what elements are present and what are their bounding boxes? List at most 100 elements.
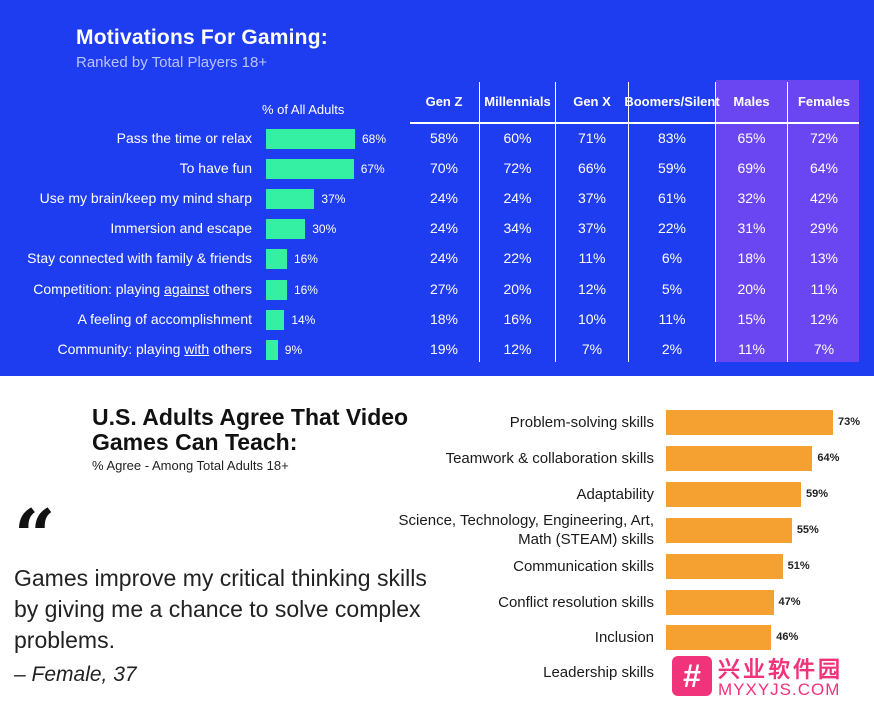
row-label: Competition: playing against others (33, 280, 252, 297)
column-header: Gen Z (425, 94, 463, 109)
table-cell: 15% (737, 310, 766, 327)
table-cell: 22% (657, 220, 687, 237)
row-label: Stay connected with family & friends (27, 250, 252, 267)
teach-chart-subtitle: % Agree - Among Total Adults 18+ (92, 458, 289, 473)
table-cell: 20% (503, 280, 532, 297)
teach-chart-title: U.S. Adults Agree That Video Games Can T… (92, 404, 409, 455)
all-adults-value: 9% (284, 342, 303, 357)
chart-title: Motivations For Gaming: (76, 26, 328, 49)
table-cell: 83% (657, 130, 687, 146)
watermark-cn-text: 兴业软件园 (718, 657, 844, 682)
column-divider (628, 82, 629, 362)
column-divider (787, 82, 788, 362)
all-adults-bar (266, 279, 287, 300)
skill-value: 51% (787, 560, 810, 572)
all-adults-bar (266, 129, 355, 149)
table-cell: 65% (737, 130, 766, 146)
column-header: Millennials (484, 94, 551, 109)
table-cell: 13% (809, 250, 839, 267)
all-adults-bar (266, 309, 285, 330)
all-adults-value: 16% (293, 282, 318, 297)
skill-bar (666, 518, 792, 543)
table-cell: 11% (738, 340, 765, 357)
table-cell: 12% (577, 280, 607, 297)
table-cell: 37% (577, 190, 607, 207)
skill-bar (666, 482, 801, 507)
skill-label: Conflict resolution skills (498, 593, 654, 611)
skill-value: 59% (805, 488, 828, 500)
row-label: Immersion and escape (110, 220, 252, 237)
table-cell: 7% (813, 340, 835, 357)
skill-value: 47% (778, 596, 801, 608)
table-cell: 32% (737, 190, 766, 207)
watermark-en-text: MYXYJS.COM (718, 680, 841, 699)
table-cell: 42% (809, 190, 839, 207)
row-label: A feeling of accomplishment (77, 310, 252, 327)
all-adults-value: 68% (362, 132, 387, 146)
quote-mark-icon: “ (14, 493, 56, 578)
column-header: Males (733, 94, 770, 109)
column-header: Gen X (573, 94, 611, 109)
row-label: Community: playing with others (57, 340, 252, 357)
table-cell: 27% (429, 280, 459, 297)
table-cell: 20% (737, 280, 766, 297)
skill-bar (666, 590, 774, 615)
table-cell: 66% (577, 160, 607, 177)
table-cell: 22% (503, 250, 532, 267)
all-adults-bar (266, 339, 278, 360)
table-cell: 5% (661, 280, 683, 297)
table-cell: 34% (503, 220, 532, 237)
column-header: Females (797, 94, 851, 109)
row-label: Pass the time or relax (116, 130, 252, 146)
skill-label: Leadership skills (543, 663, 654, 681)
table-cell: 72% (503, 160, 532, 177)
table-cell: 29% (809, 220, 839, 237)
table-cell: 24% (429, 220, 459, 237)
table-cell: 37% (577, 220, 607, 237)
all-adults-bar (266, 189, 315, 210)
table-cell: 2% (661, 340, 683, 357)
row-label: Use my brain/keep my mind sharp (39, 190, 252, 207)
table-cell: 70% (429, 160, 459, 177)
table-cell: 19% (429, 340, 459, 357)
quote-text: Games improve my critical thinking skill… (14, 565, 427, 653)
all-adults-bar (266, 159, 354, 180)
skill-value: 46% (776, 631, 799, 643)
skill-label: Teamwork & collaboration skills (445, 449, 654, 467)
table-cell: 59% (657, 160, 687, 177)
table-cell: 7% (581, 340, 603, 357)
skill-bar (666, 410, 833, 435)
quote-attribution: – Female, 37 (14, 663, 137, 686)
all-adults-bar (266, 249, 287, 270)
bar-column-header: % of All Adults (262, 102, 345, 117)
column-divider (555, 82, 556, 362)
all-adults-bar (266, 219, 306, 240)
all-adults-value: 14% (291, 312, 316, 327)
table-cell: 60% (503, 130, 532, 146)
table-cell: 6% (661, 250, 683, 267)
skill-bar (666, 554, 783, 579)
table-cell: 24% (429, 190, 459, 207)
skill-bar (666, 446, 813, 471)
skill-label: Adaptability (576, 485, 654, 503)
skill-label: Science, Technology, Engineering, Art, Ma… (398, 512, 654, 548)
watermark-logo: # 兴业软件园 MYXYJS.COM (668, 652, 874, 704)
skill-value: 73% (838, 416, 861, 428)
all-adults-value: 30% (312, 222, 337, 237)
table-cell: 18% (737, 250, 766, 267)
skill-value: 55% (796, 524, 819, 536)
skill-label: Problem-solving skills (509, 413, 654, 431)
table-cell: 12% (809, 310, 839, 327)
all-adults-value: 67% (360, 162, 385, 177)
skill-value: 64% (817, 452, 840, 464)
column-divider (479, 82, 480, 362)
table-cell: 31% (737, 220, 766, 237)
table-cell: 72% (809, 130, 839, 146)
chart-subtitle: Ranked by Total Players 18+ (76, 54, 268, 71)
skill-label: Communication skills (513, 557, 654, 575)
table-cell: 24% (429, 250, 459, 267)
table-cell: 61% (657, 190, 687, 207)
table-cell: 71% (577, 130, 607, 146)
skill-bar (666, 625, 772, 650)
table-cell: 64% (809, 160, 839, 177)
